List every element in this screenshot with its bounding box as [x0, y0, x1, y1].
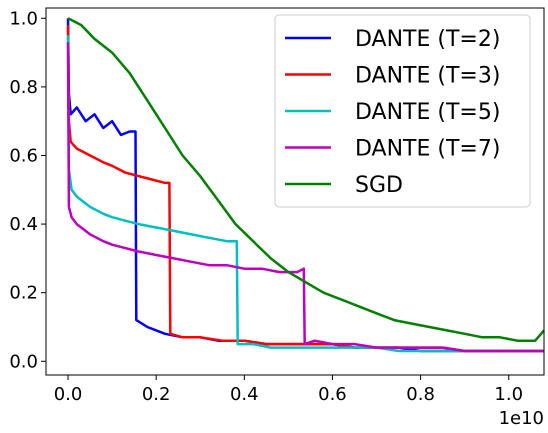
- series-line-3: [66, 35, 544, 353]
- y-tick-label: 0.2: [9, 283, 38, 304]
- series-line-4: [66, 42, 544, 353]
- legend: DANTE (T=2) DANTE (T=3) DANTE (T=5) DANTE (…: [274, 14, 531, 208]
- y-tick-label: 0.6: [9, 145, 38, 166]
- plot-frame: [45, 7, 545, 376]
- x-tick-label: 0.8: [406, 384, 435, 405]
- series-layer: [66, 17, 545, 353]
- y-tick-label: 0.8: [9, 77, 38, 98]
- x-axis: 0.0 0.2 0.4 0.6 0.8 1.0: [54, 375, 523, 405]
- legend-label: SGD: [355, 173, 403, 198]
- series-line-5: [67, 17, 545, 342]
- legend-label: DANTE (T=5): [355, 100, 500, 125]
- legend-label: DANTE (T=2): [355, 27, 500, 52]
- x-tick-label: 0.6: [318, 384, 347, 405]
- legend-label: DANTE (T=3): [355, 64, 500, 89]
- legend-box: [274, 14, 531, 208]
- legend-label: DANTE (T=7): [355, 137, 500, 162]
- x-tick-label: 1.0: [494, 384, 523, 405]
- x-tick-label: 0.0: [54, 384, 83, 405]
- y-tick-label: 1.0: [9, 8, 38, 29]
- x-axis-offset-label: 1e10: [499, 408, 544, 429]
- y-tick-label: 0.0: [9, 351, 38, 372]
- x-tick-label: 0.2: [142, 384, 171, 405]
- y-tick-label: 0.4: [9, 214, 38, 235]
- y-axis: 0.0 0.2 0.4 0.6 0.8 1.0: [9, 8, 46, 372]
- x-tick-label: 0.4: [230, 384, 259, 405]
